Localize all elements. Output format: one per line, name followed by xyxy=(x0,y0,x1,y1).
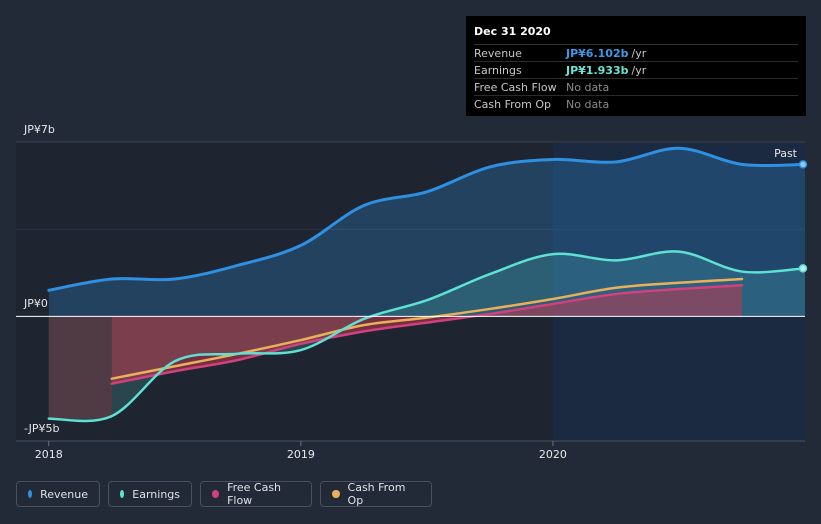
tooltip-row-cfo: Cash From Op No data xyxy=(474,96,798,112)
tooltip-date: Dec 31 2020 xyxy=(474,25,798,45)
tooltip-value: JP¥6.102b xyxy=(566,46,629,60)
tooltip-row-earnings: Earnings JP¥1.933b /yr xyxy=(474,62,798,79)
legend-label: Free Cash Flow xyxy=(227,481,282,507)
legend-label: Earnings xyxy=(132,487,180,501)
legend-item-earnings[interactable]: Earnings xyxy=(108,481,192,507)
revenue-area xyxy=(48,148,806,317)
tooltip-label: Earnings xyxy=(474,63,522,77)
fcf-area xyxy=(111,285,742,384)
tooltip-unit: /yr xyxy=(631,63,647,77)
past-label: Past xyxy=(774,147,798,160)
legend-dot-icon xyxy=(212,490,220,498)
legend-dot-icon xyxy=(28,490,33,498)
x-tick-label: 2020 xyxy=(539,448,567,461)
legend-label: Cash From Op xyxy=(347,481,406,507)
tooltip-label: Revenue xyxy=(474,46,522,60)
tooltip-row-fcf: Free Cash Flow No data xyxy=(474,79,798,96)
earnings-end-marker xyxy=(798,264,808,273)
legend-item-free-cash-flow[interactable]: Free Cash Flow xyxy=(200,481,312,507)
legend-dot-icon xyxy=(332,490,340,498)
legend-item-cash-from-op[interactable]: Cash From Op xyxy=(320,481,432,507)
earnings-loss-area xyxy=(48,316,112,419)
legend-dot-icon xyxy=(120,490,125,498)
legend-item-revenue[interactable]: Revenue xyxy=(16,481,100,507)
tooltip-value: No data xyxy=(566,80,610,94)
tooltip-unit: /yr xyxy=(631,46,647,60)
revenue-end-marker xyxy=(798,160,808,169)
cfo-line xyxy=(110,277,744,380)
x-tick-label: 2018 xyxy=(35,448,63,461)
tooltip-label: Free Cash Flow xyxy=(474,80,557,94)
tooltip-value: No data xyxy=(566,97,610,111)
tooltip-label: Cash From Op xyxy=(474,97,552,111)
x-tick-label: 2019 xyxy=(287,448,315,461)
fcf-line xyxy=(110,284,744,385)
legend: Revenue Earnings Free Cash Flow Cash Fro… xyxy=(16,481,432,507)
earnings-line xyxy=(47,250,807,423)
y-tick-label: JP¥7b xyxy=(23,123,55,136)
y-tick-label: -JP¥5b xyxy=(24,422,59,435)
tooltip-row-revenue: Revenue JP¥6.102b /yr xyxy=(474,45,798,62)
tooltip-value: JP¥1.933b xyxy=(566,63,629,77)
legend-label: Revenue xyxy=(40,487,88,501)
revenue-line xyxy=(47,146,807,292)
tooltip: Dec 31 2020 Revenue JP¥6.102b /yr Earnin… xyxy=(466,16,806,116)
y-tick-label: JP¥0 xyxy=(23,297,48,310)
